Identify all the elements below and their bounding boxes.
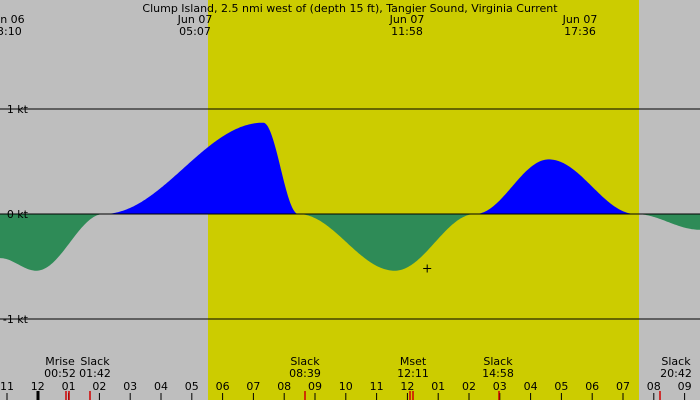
hour-tick-label: 07 [246, 380, 260, 393]
event-label: Mrise [45, 355, 75, 368]
hour-tick-label: 07 [616, 380, 630, 393]
flood-area [104, 122, 298, 214]
hour-tick-label: 08 [647, 380, 661, 393]
current-marker [423, 264, 432, 273]
event-time: 20:42 [660, 367, 692, 380]
extreme-time: 05:07 [179, 25, 211, 38]
hour-tick-label: 10 [339, 380, 353, 393]
ebb-area [636, 214, 700, 230]
ylabel: 0 kt [7, 208, 29, 221]
hour-tick-label: 03 [493, 380, 507, 393]
hour-tick-label: 05 [554, 380, 568, 393]
hour-tick-label: 09 [308, 380, 322, 393]
hour-tick-label: 02 [462, 380, 476, 393]
chart-title: Clump Island, 2.5 nmi west of (depth 15 … [142, 2, 558, 15]
hour-tick-label: 05 [185, 380, 199, 393]
flood-area [476, 159, 635, 214]
event-label: Slack [661, 355, 691, 368]
event-time: 00:52 [44, 367, 76, 380]
hour-tick-label: 02 [92, 380, 106, 393]
extreme-date: Jun 07 [562, 13, 598, 26]
hour-tick-label: 04 [154, 380, 168, 393]
hour-tick-label: 08 [277, 380, 291, 393]
hour-tick-label: 03 [123, 380, 137, 393]
extreme-time: 11:58 [391, 25, 423, 38]
event-time: 08:39 [289, 367, 321, 380]
extreme-date: Jun 06 [0, 13, 25, 26]
hour-tick-label: 01 [62, 380, 76, 393]
hour-tick-label: 06 [585, 380, 599, 393]
ylabel: 1 kt [7, 103, 29, 116]
ylabel: -1 kt [3, 313, 29, 326]
hour-tick-label: 11 [370, 380, 384, 393]
hour-tick-label: 09 [678, 380, 692, 393]
event-label: Mset [400, 355, 427, 368]
event-time: 14:58 [482, 367, 514, 380]
hour-tick-label: 12 [31, 380, 45, 393]
hour-tick-label: 06 [216, 380, 230, 393]
hour-tick-label: 01 [431, 380, 445, 393]
ebb-area [0, 214, 103, 271]
event-time: 01:42 [79, 367, 111, 380]
event-label: Slack [483, 355, 513, 368]
event-time: 12:11 [397, 367, 429, 380]
ebb-area [299, 214, 475, 271]
extreme-time: 17:36 [564, 25, 596, 38]
extreme-date: Jun 07 [177, 13, 213, 26]
hour-tick-label: 04 [524, 380, 538, 393]
hour-tick-label: 12 [400, 380, 414, 393]
hour-tick-label: 11 [0, 380, 14, 393]
extreme-time: 23:10 [0, 25, 22, 38]
event-label: Slack [290, 355, 320, 368]
extreme-date: Jun 07 [389, 13, 425, 26]
event-label: Slack [80, 355, 110, 368]
